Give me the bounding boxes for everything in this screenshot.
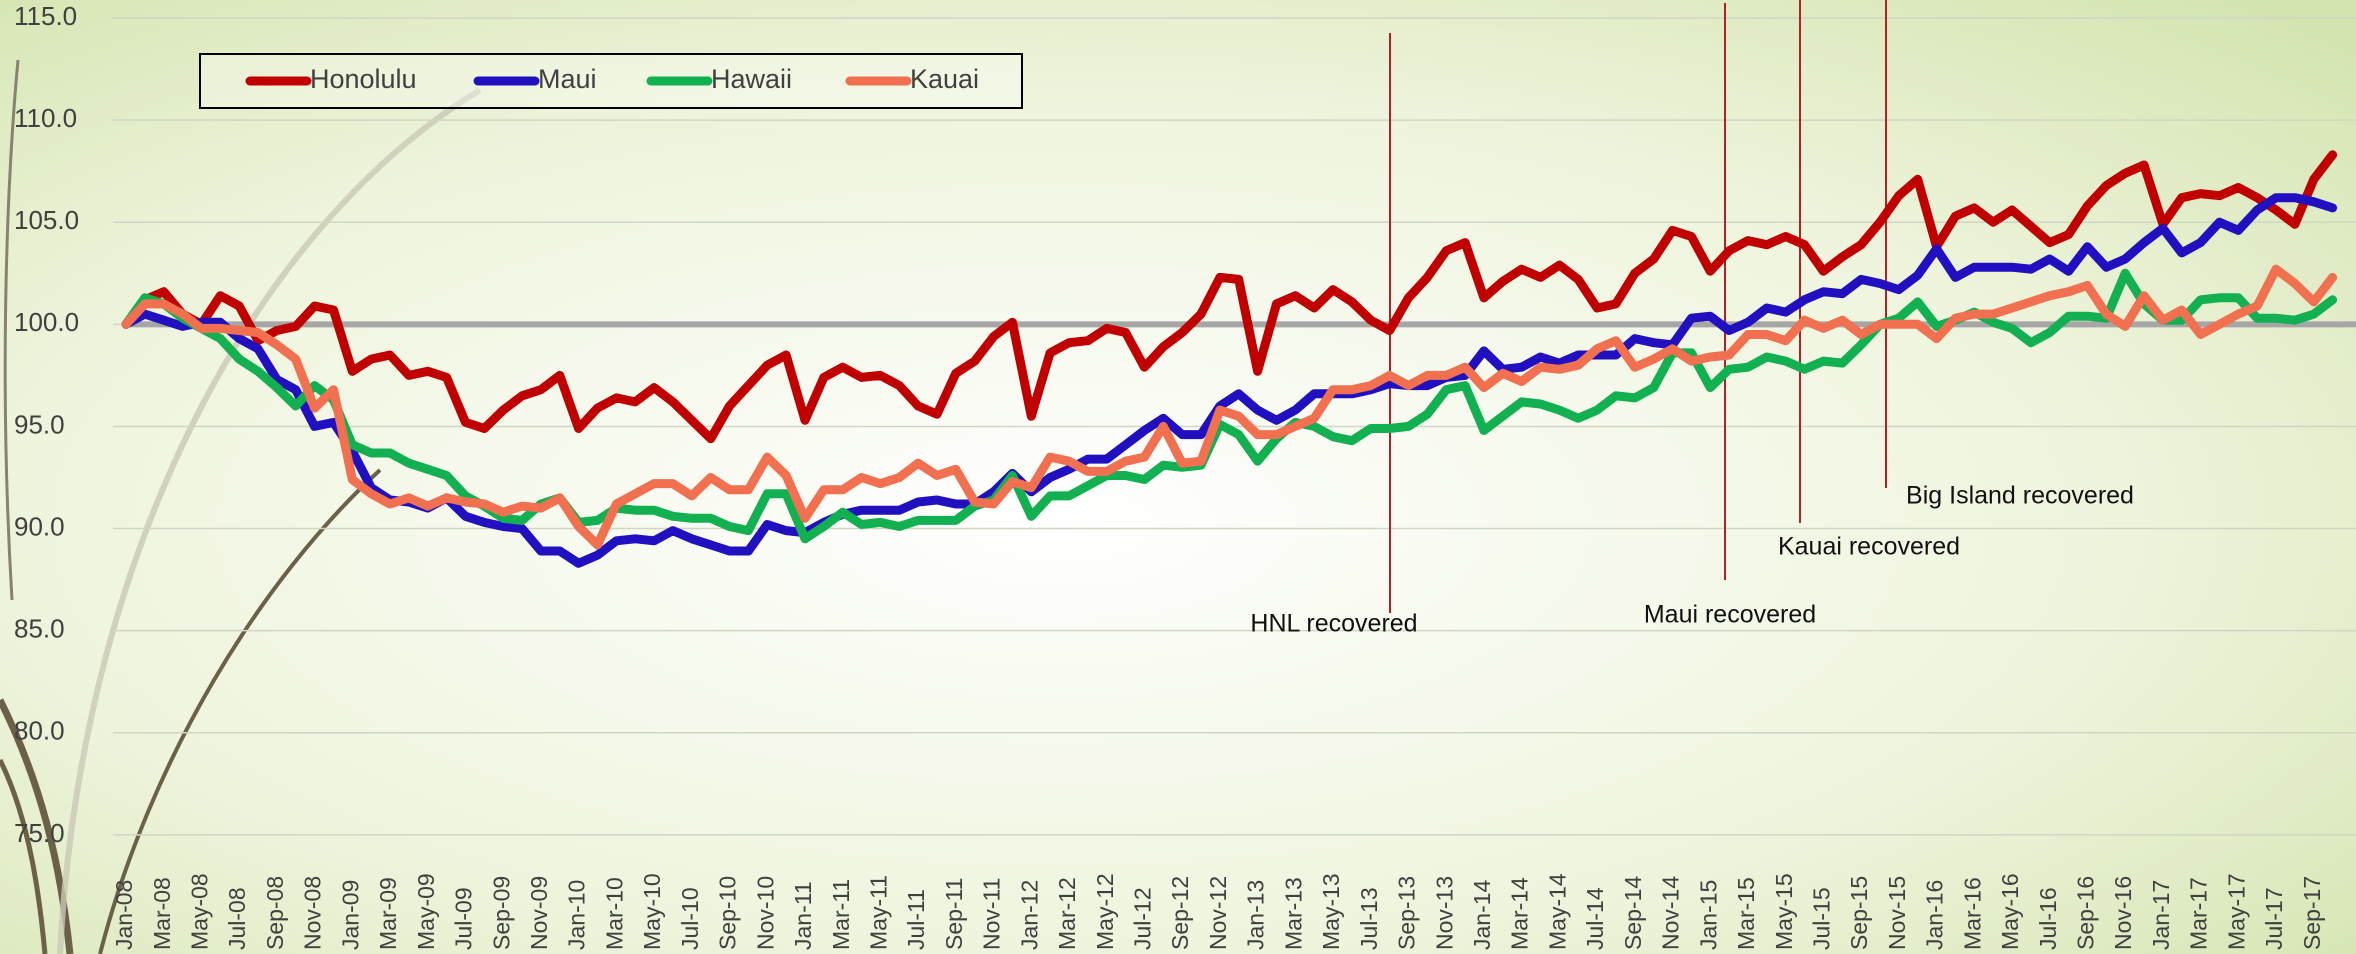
decoration (0, 758, 48, 954)
x-tick-label: Jan-09 (337, 880, 363, 950)
decoration (98, 468, 382, 954)
x-tick-label: Sep-09 (488, 876, 514, 950)
x-tick-label: Jul-16 (2035, 887, 2061, 950)
x-tick-label: Sep-16 (2073, 876, 2099, 950)
x-tick-label: Mar-14 (1507, 877, 1533, 950)
x-tick-label: Jan-16 (1922, 880, 1948, 950)
annotation: Big Island recovered (1906, 482, 2134, 510)
legend: Honolulu Maui Hawaii Kauai (199, 53, 1023, 109)
x-tick-label: Nov-15 (1884, 876, 1910, 950)
y-tick-label: 110.0 (14, 103, 77, 133)
x-tick-label: Jul-09 (451, 887, 477, 950)
x-tick-label: Jul-12 (1130, 887, 1156, 950)
x-tick-label: Jul-15 (1808, 887, 1834, 950)
legend-label: Maui (538, 64, 597, 94)
x-tick-label: Jan-12 (1016, 880, 1042, 950)
x-tick-label: Sep-08 (262, 876, 288, 950)
x-tick-label: Jul-08 (224, 887, 250, 950)
legend-label: Hawaii (711, 64, 792, 94)
x-tick-label: Mar-08 (149, 877, 175, 950)
y-tick-label: 85.0 (14, 614, 65, 644)
x-tick-label: May-09 (413, 873, 439, 950)
x-tick-label: Nov-10 (752, 876, 778, 950)
x-tick-label: Mar-11 (828, 879, 854, 950)
x-tick-label: Jan-13 (1243, 880, 1269, 950)
x-tick-label: May-15 (1771, 873, 1797, 950)
x-tick-label: May-13 (1318, 873, 1344, 950)
x-tick-label: Sep-15 (1846, 876, 1872, 950)
annotation: HNL recovered (1250, 610, 1417, 638)
x-tick-label: May-16 (1997, 873, 2023, 950)
x-tick-label: May-17 (2223, 873, 2249, 950)
x-tick-label: Nov-12 (1205, 876, 1231, 950)
y-tick-label: 80.0 (14, 716, 65, 746)
x-tick-label: Jan-10 (564, 880, 590, 950)
x-tick-label: Sep-11 (941, 878, 967, 950)
x-tick-label: Mar-13 (1280, 877, 1306, 950)
x-tick-label: Jan-14 (1469, 879, 1495, 950)
x-tick-label: Jan-17 (2148, 880, 2174, 950)
x-tick-label: Jan-11 (790, 881, 816, 950)
x-tick-label: Mar-09 (375, 877, 401, 950)
x-tick-label: Sep-17 (2299, 876, 2325, 950)
y-tick-label: 90.0 (14, 511, 65, 541)
legend-label: Honolulu (310, 64, 417, 94)
y-tick-label: 95.0 (14, 409, 65, 439)
x-tick-label: Jan-15 (1695, 880, 1721, 950)
y-tick-label: 105.0 (14, 205, 79, 235)
x-tick-label: Mar-12 (1054, 877, 1080, 950)
annotation: Kauai recovered (1778, 533, 1960, 561)
x-tick-label: Mar-17 (2186, 877, 2212, 950)
y-tick-label: 75.0 (14, 818, 65, 848)
decoration (3, 59, 20, 601)
x-tick-label: Sep-12 (1167, 876, 1193, 950)
x-tick-label: May-14 (1544, 873, 1570, 950)
x-tick-label: Mar-15 (1733, 877, 1759, 950)
x-tick-label: Mar-16 (1959, 877, 1985, 950)
x-tick-label: Nov-11 (979, 878, 1005, 950)
y-tick-label: 100.0 (14, 307, 79, 337)
decoration (0, 698, 74, 954)
y-tick-label: 115.0 (14, 1, 77, 31)
x-tick-label: May-11 (865, 875, 891, 950)
x-tick-label: Jul-10 (677, 887, 703, 950)
x-tick-label: Nov-08 (300, 876, 326, 950)
x-tick-label: May-10 (639, 873, 665, 950)
annotation: Maui recovered (1644, 601, 1816, 629)
legend-label: Kauai (910, 64, 979, 94)
x-tick-label: Jul-14 (1582, 887, 1608, 950)
x-tick-label: Nov-16 (2110, 876, 2136, 950)
x-tick-label: Nov-14 (1658, 876, 1684, 950)
x-tick-label: Jul-17 (2261, 887, 2287, 950)
x-tick-label: May-12 (1092, 873, 1118, 950)
series-line (121, 264, 2338, 550)
x-tick-label: Jul-13 (1356, 887, 1382, 950)
series-line (121, 193, 2338, 568)
x-tick-label: Nov-13 (1431, 876, 1457, 950)
x-tick-label: Sep-14 (1620, 876, 1646, 950)
x-tick-label: Sep-13 (1394, 876, 1420, 950)
x-tick-label: Jan-08 (111, 880, 137, 950)
x-tick-label: Nov-09 (526, 876, 552, 950)
series-line (121, 150, 2338, 444)
x-tick-label: Jul-11 (903, 889, 929, 950)
x-tick-label: Sep-10 (715, 876, 741, 950)
x-tick-label: May-08 (187, 873, 213, 950)
x-tick-label: Mar-10 (601, 877, 627, 950)
